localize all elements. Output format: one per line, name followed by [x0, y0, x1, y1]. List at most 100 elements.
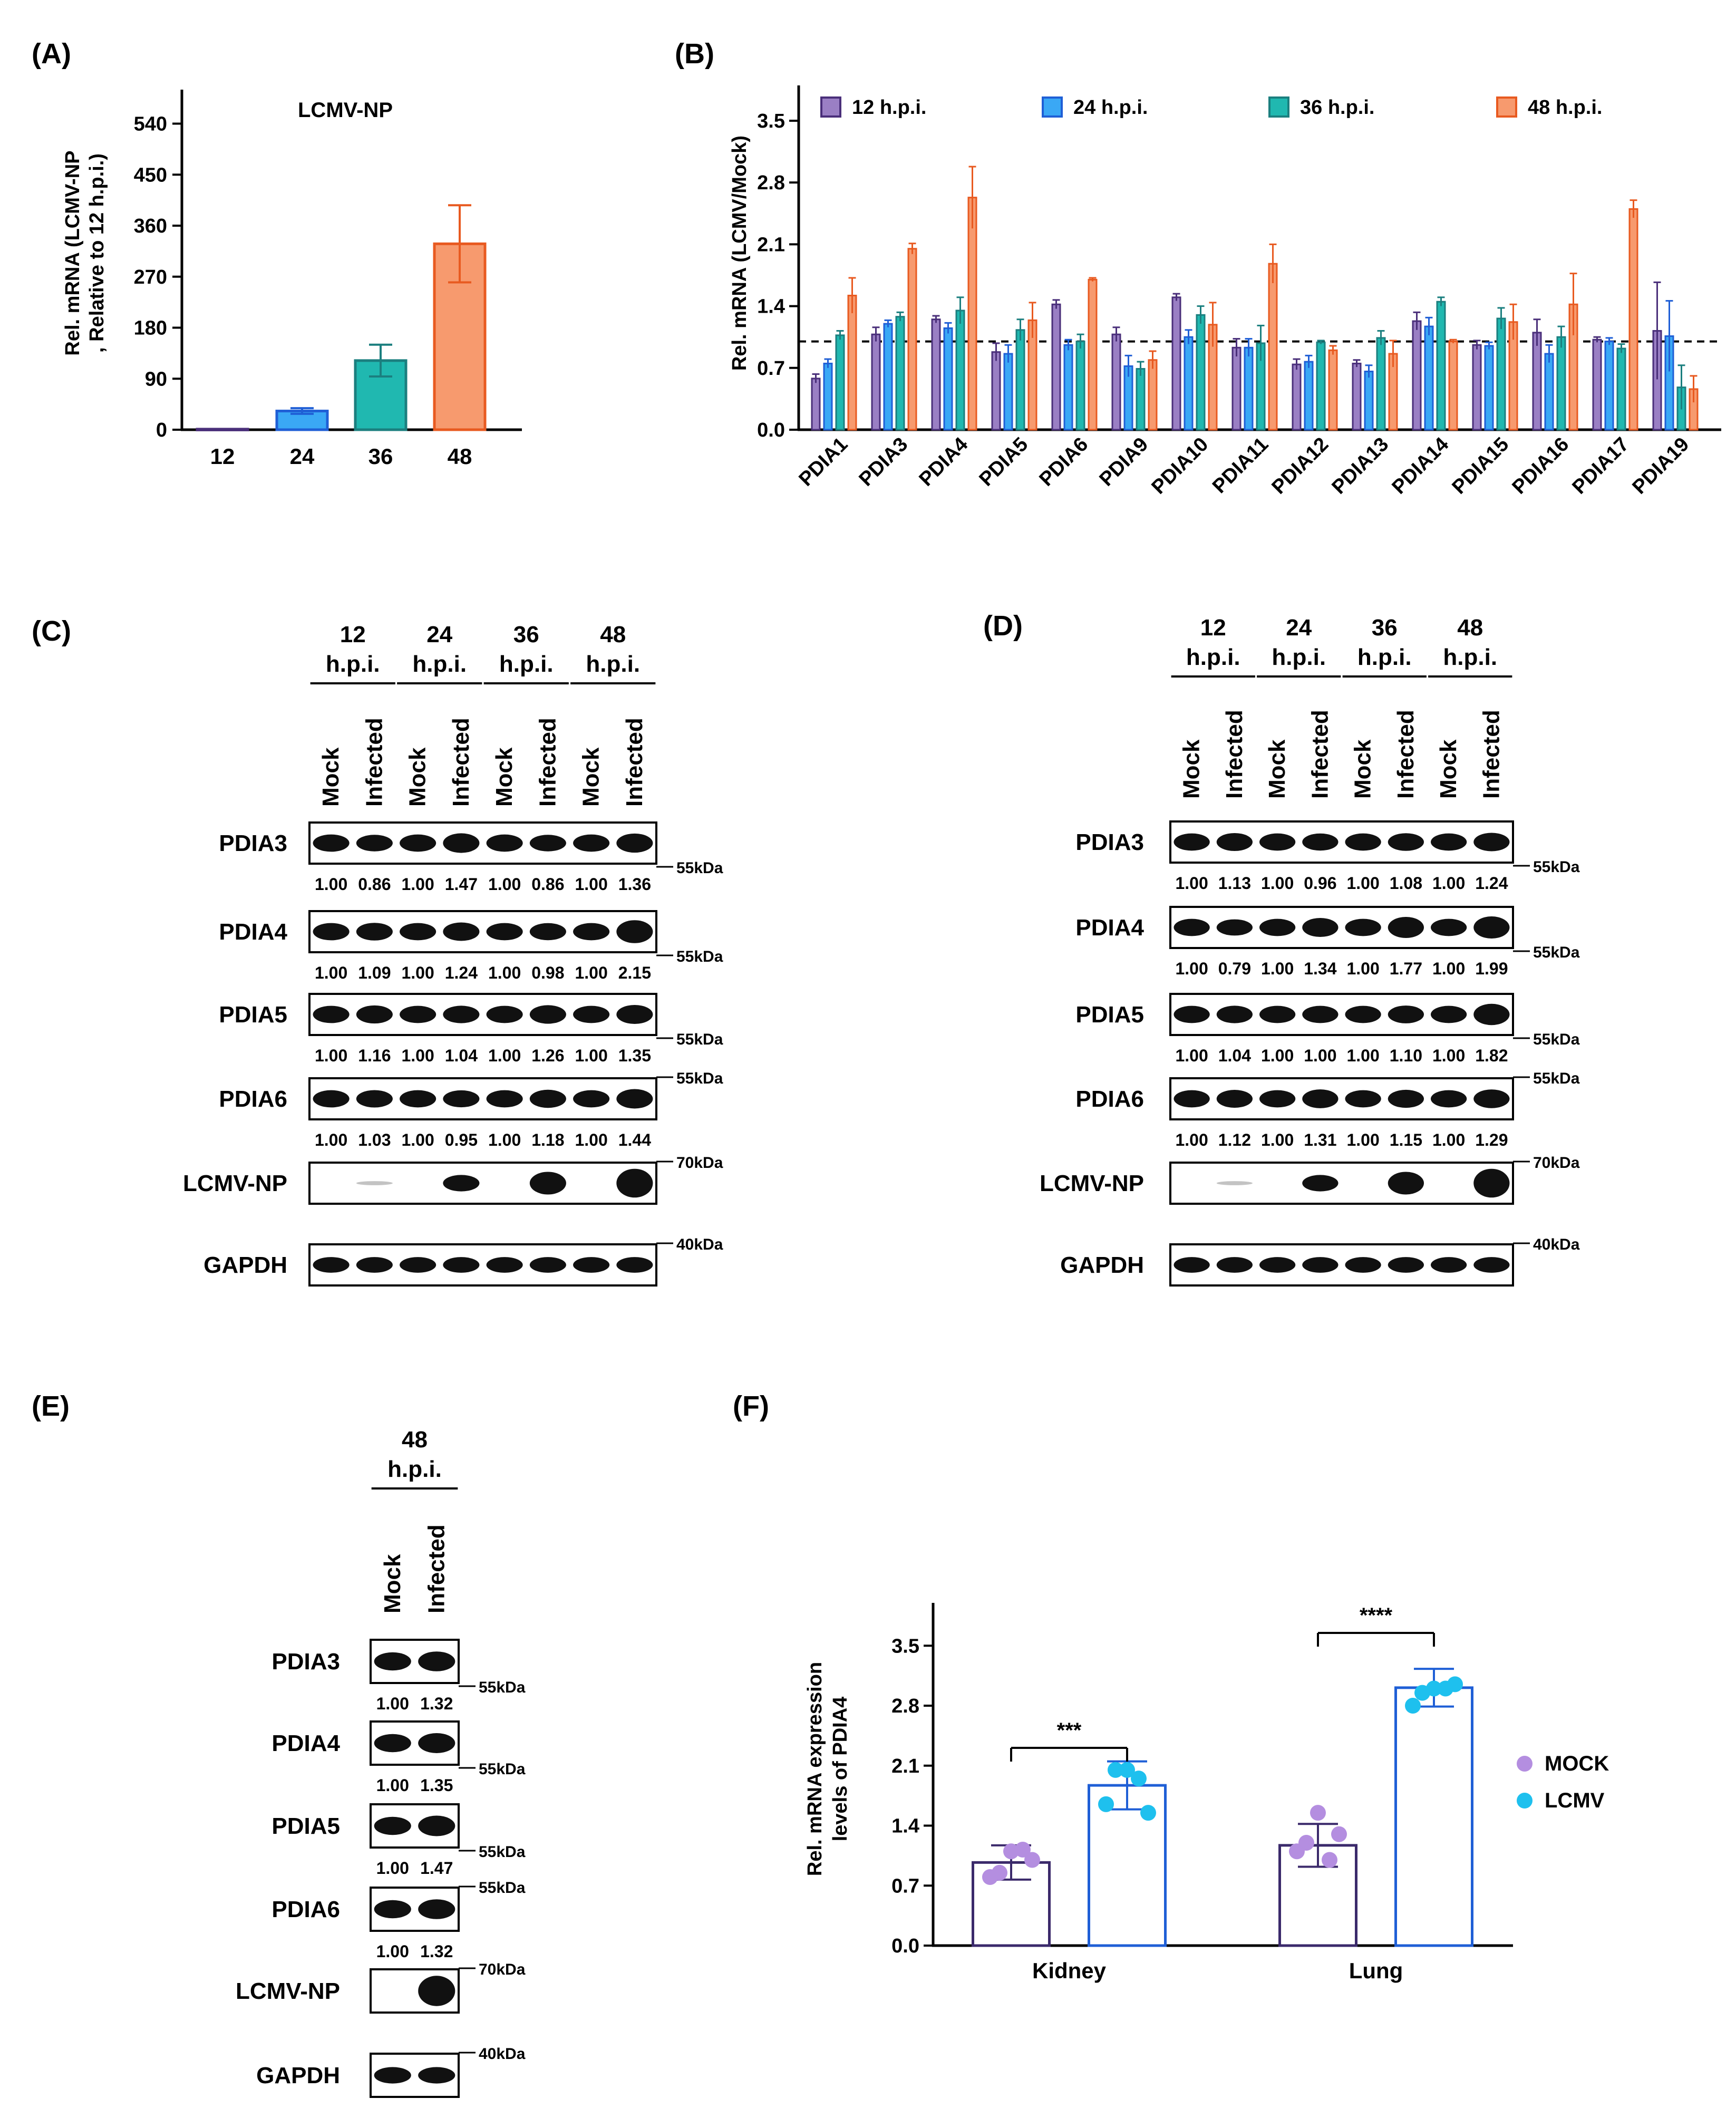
quant-value: 1.47 — [420, 1859, 453, 1878]
bar — [1148, 359, 1158, 431]
quant-value: 1.15 — [1390, 1130, 1422, 1149]
kda-label: 55kDa — [479, 1879, 526, 1897]
protein-label: GAPDH — [203, 1252, 287, 1278]
band — [374, 1652, 411, 1671]
y-tick-label: 2.1 — [891, 1755, 919, 1777]
lane-label: Infected — [622, 718, 647, 807]
quant-value: 1.00 — [575, 963, 607, 982]
quant-value: 1.77 — [1390, 959, 1422, 978]
quant-value: 1.00 — [401, 963, 434, 982]
band — [356, 835, 393, 852]
protein-label: PDIA6 — [271, 1897, 340, 1922]
data-point — [1298, 1835, 1314, 1851]
band — [1216, 833, 1253, 851]
protein-label: PDIA4 — [1075, 915, 1144, 941]
x-tick-label: PDIA14 — [1388, 433, 1453, 499]
hpi-label: h.p.i. — [1357, 644, 1412, 670]
quant-value: 1.04 — [1218, 1046, 1251, 1065]
band — [616, 833, 653, 853]
band — [529, 1172, 566, 1195]
bar — [1231, 346, 1242, 431]
band — [1345, 918, 1381, 936]
hpi-label: h.p.i. — [1443, 644, 1497, 670]
data-point — [1310, 1805, 1326, 1821]
legend-label: 36 h.p.i. — [1300, 96, 1374, 119]
hpi-label: h.p.i. — [326, 651, 380, 677]
bar — [1592, 339, 1602, 431]
quant-value: 1.00 — [1261, 1046, 1294, 1065]
band — [1174, 918, 1210, 936]
band — [1174, 1257, 1210, 1273]
quant-value: 0.96 — [1304, 874, 1336, 893]
band — [1431, 918, 1467, 936]
band — [418, 2067, 455, 2084]
quant-value: 1.00 — [315, 963, 347, 982]
lane-label: Infected — [361, 718, 387, 807]
x-tick-label: PDIA9 — [1095, 433, 1153, 491]
kda-label: 55kDa — [1533, 1070, 1580, 1087]
lane-label: Mock — [405, 747, 431, 807]
band — [356, 1090, 393, 1108]
y-tick-label: 180 — [134, 317, 167, 340]
legend-label: LCMV — [1545, 1789, 1605, 1812]
band — [573, 923, 610, 941]
hpi-label: h.p.i. — [412, 651, 467, 677]
panel-b: (B) 0.0 0.7 1.4 2.1 2.8 3.5 Rel. mRNA (LCMV/Moc… — [675, 38, 1721, 498]
kda-label: 55kDa — [479, 1761, 526, 1778]
band — [443, 1090, 480, 1108]
band — [443, 922, 480, 941]
band — [616, 1257, 653, 1273]
lane-label: Mock — [1264, 739, 1290, 799]
band — [1473, 916, 1510, 939]
band — [616, 1089, 653, 1109]
quant-value: 1.35 — [618, 1046, 651, 1065]
quant-value: 1.00 — [1346, 1130, 1379, 1149]
lane-label: Mock — [1179, 739, 1205, 799]
quant-value: 1.00 — [401, 875, 434, 894]
quant-value: 1.00 — [1304, 1046, 1336, 1065]
y-tick-label: 0.7 — [891, 1875, 919, 1897]
band — [1216, 919, 1253, 936]
y-tick-label: 0.7 — [757, 357, 785, 380]
band — [1216, 1005, 1253, 1023]
y-tick-label: 2.8 — [757, 172, 785, 194]
quant-value: 1.18 — [531, 1130, 564, 1149]
bar — [1364, 370, 1374, 431]
bar — [955, 310, 965, 431]
kda-label: 55kDa — [1533, 944, 1580, 961]
band — [573, 1257, 610, 1273]
bar — [967, 197, 977, 431]
bar — [1424, 325, 1434, 431]
quant-value: 1.34 — [1304, 959, 1336, 978]
band — [486, 1090, 523, 1108]
quant-value: 1.26 — [531, 1046, 564, 1065]
protein-label: PDIA3 — [1075, 829, 1144, 855]
x-tick-label: Lung — [1349, 1958, 1403, 1983]
kda-label: 40kDa — [479, 2045, 526, 2063]
panel-e: (E) 48 h.p.i. Mock Infected PDIA3 55kDa 1.00 1.3… — [32, 1390, 526, 2098]
band — [529, 1089, 566, 1108]
quant-value: 0.95 — [445, 1130, 478, 1149]
chart-title: LCMV-NP — [298, 99, 393, 122]
quant-value: 1.00 — [1175, 1046, 1208, 1065]
protein-label: GAPDH — [1060, 1252, 1144, 1278]
protein-label: PDIA3 — [271, 1649, 340, 1675]
quant-value: 1.00 — [1346, 874, 1379, 893]
y-tick-label: 270 — [134, 266, 167, 288]
bar — [1184, 336, 1194, 431]
protein-label: LCMV-NP — [236, 1978, 340, 2004]
kda-label: 40kDa — [676, 1236, 723, 1253]
y-tick-label: 360 — [134, 215, 167, 237]
x-tick-label: PDIA11 — [1208, 433, 1273, 498]
x-tick-label: PDIA16 — [1508, 433, 1574, 499]
bar — [1292, 363, 1302, 431]
bar — [847, 294, 857, 431]
timepoint-label: 48 — [402, 1427, 428, 1453]
band — [486, 834, 523, 852]
band — [374, 1816, 411, 1835]
band — [1388, 1172, 1424, 1195]
band — [356, 1257, 393, 1273]
hpi-label: h.p.i. — [387, 1456, 442, 1482]
lane-label: Mock — [318, 747, 344, 807]
y-tick-label: 2.1 — [757, 234, 785, 256]
